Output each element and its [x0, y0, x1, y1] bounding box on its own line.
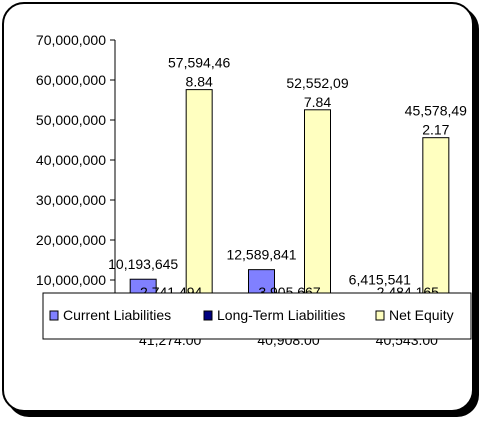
- data-label: 45,578,49: [405, 103, 467, 119]
- y-tick-label: 10,000,000: [36, 272, 106, 288]
- data-label: 6,415,541: [349, 271, 411, 287]
- legend-label: Net Equity: [389, 307, 454, 323]
- legend-label: Long-Term Liabilities: [217, 307, 345, 323]
- bar-net-equity: [422, 137, 450, 321]
- y-tick-label: 50,000,000: [36, 112, 106, 128]
- legend-label: Current Liabilities: [63, 307, 171, 323]
- bar-net-equity: [304, 109, 331, 321]
- data-label: 10,193,645: [108, 256, 178, 272]
- y-tick-label: 60,000,000: [36, 72, 106, 88]
- legend-swatch: [203, 310, 213, 321]
- y-tick-label: 20,000,000: [36, 232, 106, 248]
- y-tick-label: 30,000,000: [36, 192, 106, 208]
- data-label: 7.84: [304, 94, 331, 110]
- data-label: 57,594,46: [168, 55, 230, 71]
- data-label: 12,589,841: [226, 247, 296, 263]
- chart-frame: [2, 2, 474, 412]
- data-label: 52,552,09: [286, 75, 348, 91]
- data-label: 2.17: [422, 122, 449, 138]
- data-label: 8.84: [186, 74, 213, 90]
- legend-box: [42, 292, 472, 340]
- legend-swatch: [375, 310, 385, 321]
- legend-swatch: [49, 310, 59, 321]
- bar-net-equity: [185, 89, 213, 321]
- y-tick-label: 70,000,000: [36, 32, 106, 48]
- y-tick-label: 40,000,000: [36, 152, 106, 168]
